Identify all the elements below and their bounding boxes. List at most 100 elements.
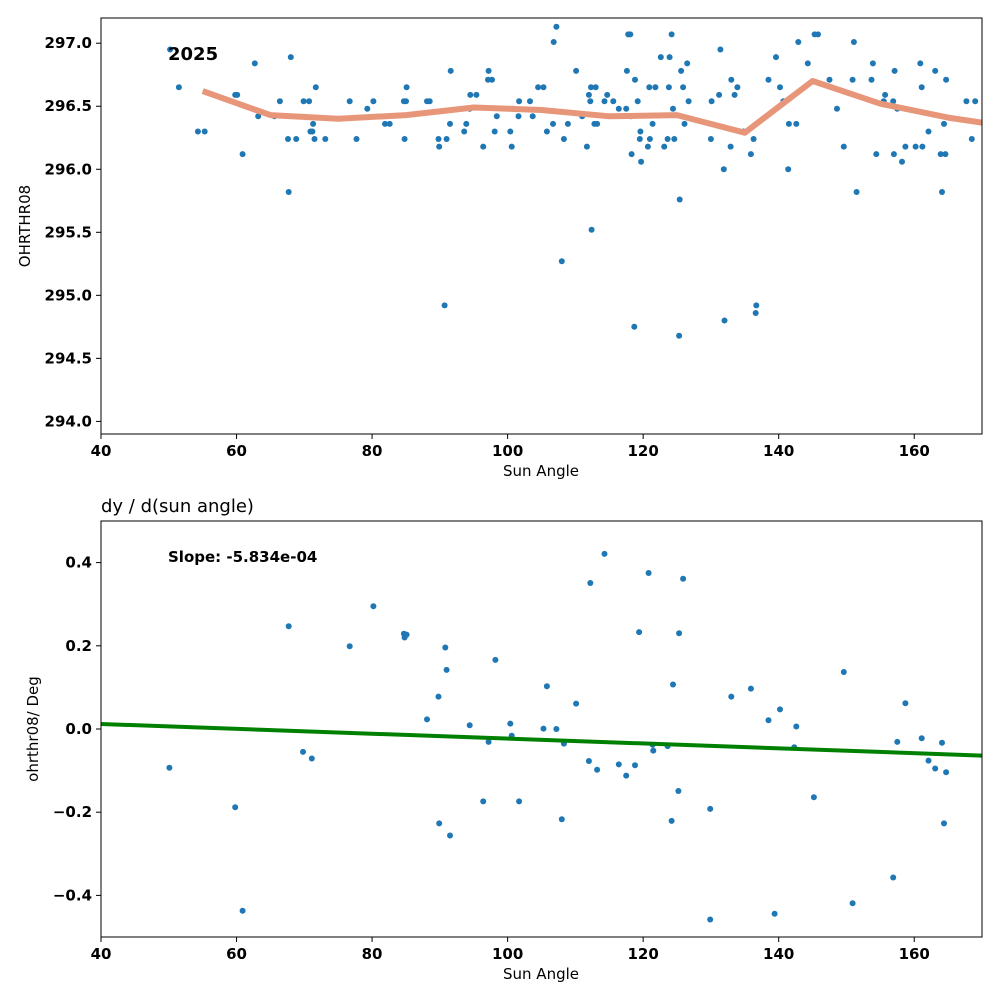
data-point <box>717 46 724 53</box>
data-point <box>753 302 760 309</box>
data-point <box>601 550 608 557</box>
data-point <box>664 136 671 142</box>
data-point <box>652 84 659 91</box>
data-point <box>564 120 571 127</box>
data-point <box>890 151 897 158</box>
data-point <box>773 54 779 61</box>
data-point <box>443 666 450 673</box>
data-point <box>752 310 759 316</box>
data-point <box>747 151 754 158</box>
data-point <box>507 720 514 727</box>
data-point <box>403 631 410 638</box>
panel-0-plot-area <box>167 23 982 339</box>
data-point <box>401 136 408 142</box>
panel-0-marks <box>167 23 982 339</box>
data-point <box>293 136 300 142</box>
data-point <box>668 817 675 824</box>
data-point <box>436 143 443 150</box>
data-point <box>507 128 514 135</box>
data-point <box>853 189 860 195</box>
data-point <box>795 39 802 45</box>
data-point <box>902 143 909 150</box>
data-point <box>684 60 691 67</box>
data-point <box>540 725 547 732</box>
data-point <box>826 76 833 83</box>
data-point <box>485 67 492 74</box>
data-point <box>632 762 638 769</box>
data-point <box>553 726 560 732</box>
data-point <box>628 151 635 158</box>
data-point <box>868 76 875 83</box>
x-tick-label: 60 <box>226 442 247 460</box>
data-point <box>587 98 594 105</box>
data-point <box>558 258 565 265</box>
data-point <box>610 98 617 105</box>
data-point <box>890 98 897 105</box>
data-point <box>441 302 448 309</box>
data-point <box>560 136 567 142</box>
y-tick-label: 296.0 <box>45 160 92 178</box>
data-point <box>685 98 692 105</box>
data-point <box>426 98 433 105</box>
data-point <box>728 693 735 700</box>
data-point <box>850 39 857 45</box>
y-tick-label: 295.5 <box>45 223 92 241</box>
data-point <box>765 76 772 83</box>
panel-1-annotation: Slope: -5.834e-04 <box>168 548 317 566</box>
data-point <box>680 84 687 91</box>
fit-line <box>101 722 982 758</box>
data-point <box>276 98 283 105</box>
data-point <box>650 747 657 754</box>
data-point <box>638 158 645 165</box>
data-point <box>543 683 550 690</box>
data-point <box>604 91 611 98</box>
data-point <box>309 128 316 135</box>
data-point <box>251 60 258 67</box>
data-point <box>308 755 315 762</box>
data-point <box>891 67 898 74</box>
data-point <box>592 84 599 91</box>
data-point <box>849 76 856 83</box>
x-tick-label: 80 <box>362 945 383 963</box>
y-tick-label: 0.2 <box>65 637 92 655</box>
data-point <box>972 98 979 105</box>
data-point <box>678 67 685 74</box>
data-point <box>594 120 601 127</box>
y-tick-label: 294.0 <box>45 412 92 430</box>
panel-1-ticks: 40 60 80 100 120 140 160 −0.4 −0.2 0.0 0.2 0.4 <box>53 554 930 963</box>
data-point <box>670 105 676 112</box>
data-point <box>615 761 622 768</box>
y-tick-label: 296.5 <box>45 97 92 115</box>
data-point <box>480 143 487 150</box>
data-point <box>540 84 547 91</box>
y-tick-label: −0.4 <box>53 886 92 904</box>
data-point <box>968 136 975 142</box>
data-point <box>793 120 800 127</box>
data-point <box>553 23 560 30</box>
data-point <box>529 113 536 120</box>
panel-1-y-axis-label: ohrthr08/ Deg <box>24 676 42 782</box>
data-point <box>346 98 353 105</box>
data-point <box>707 916 714 923</box>
data-point <box>239 907 246 914</box>
x-tick-label: 40 <box>91 945 112 963</box>
panel-1-marks <box>101 550 982 923</box>
data-point <box>461 128 468 135</box>
data-point <box>932 765 939 772</box>
data-point <box>491 128 498 135</box>
data-point <box>543 128 550 135</box>
data-point <box>516 798 523 805</box>
data-point <box>785 120 792 127</box>
data-point <box>785 166 792 173</box>
data-point <box>918 735 925 742</box>
data-point <box>306 98 313 105</box>
data-point <box>902 700 909 707</box>
data-point <box>882 91 889 98</box>
data-point <box>550 120 556 127</box>
data-point <box>646 84 653 91</box>
data-point <box>466 722 473 729</box>
data-point <box>918 84 925 91</box>
data-point <box>558 816 565 823</box>
data-point <box>840 669 847 675</box>
data-point <box>765 717 772 724</box>
